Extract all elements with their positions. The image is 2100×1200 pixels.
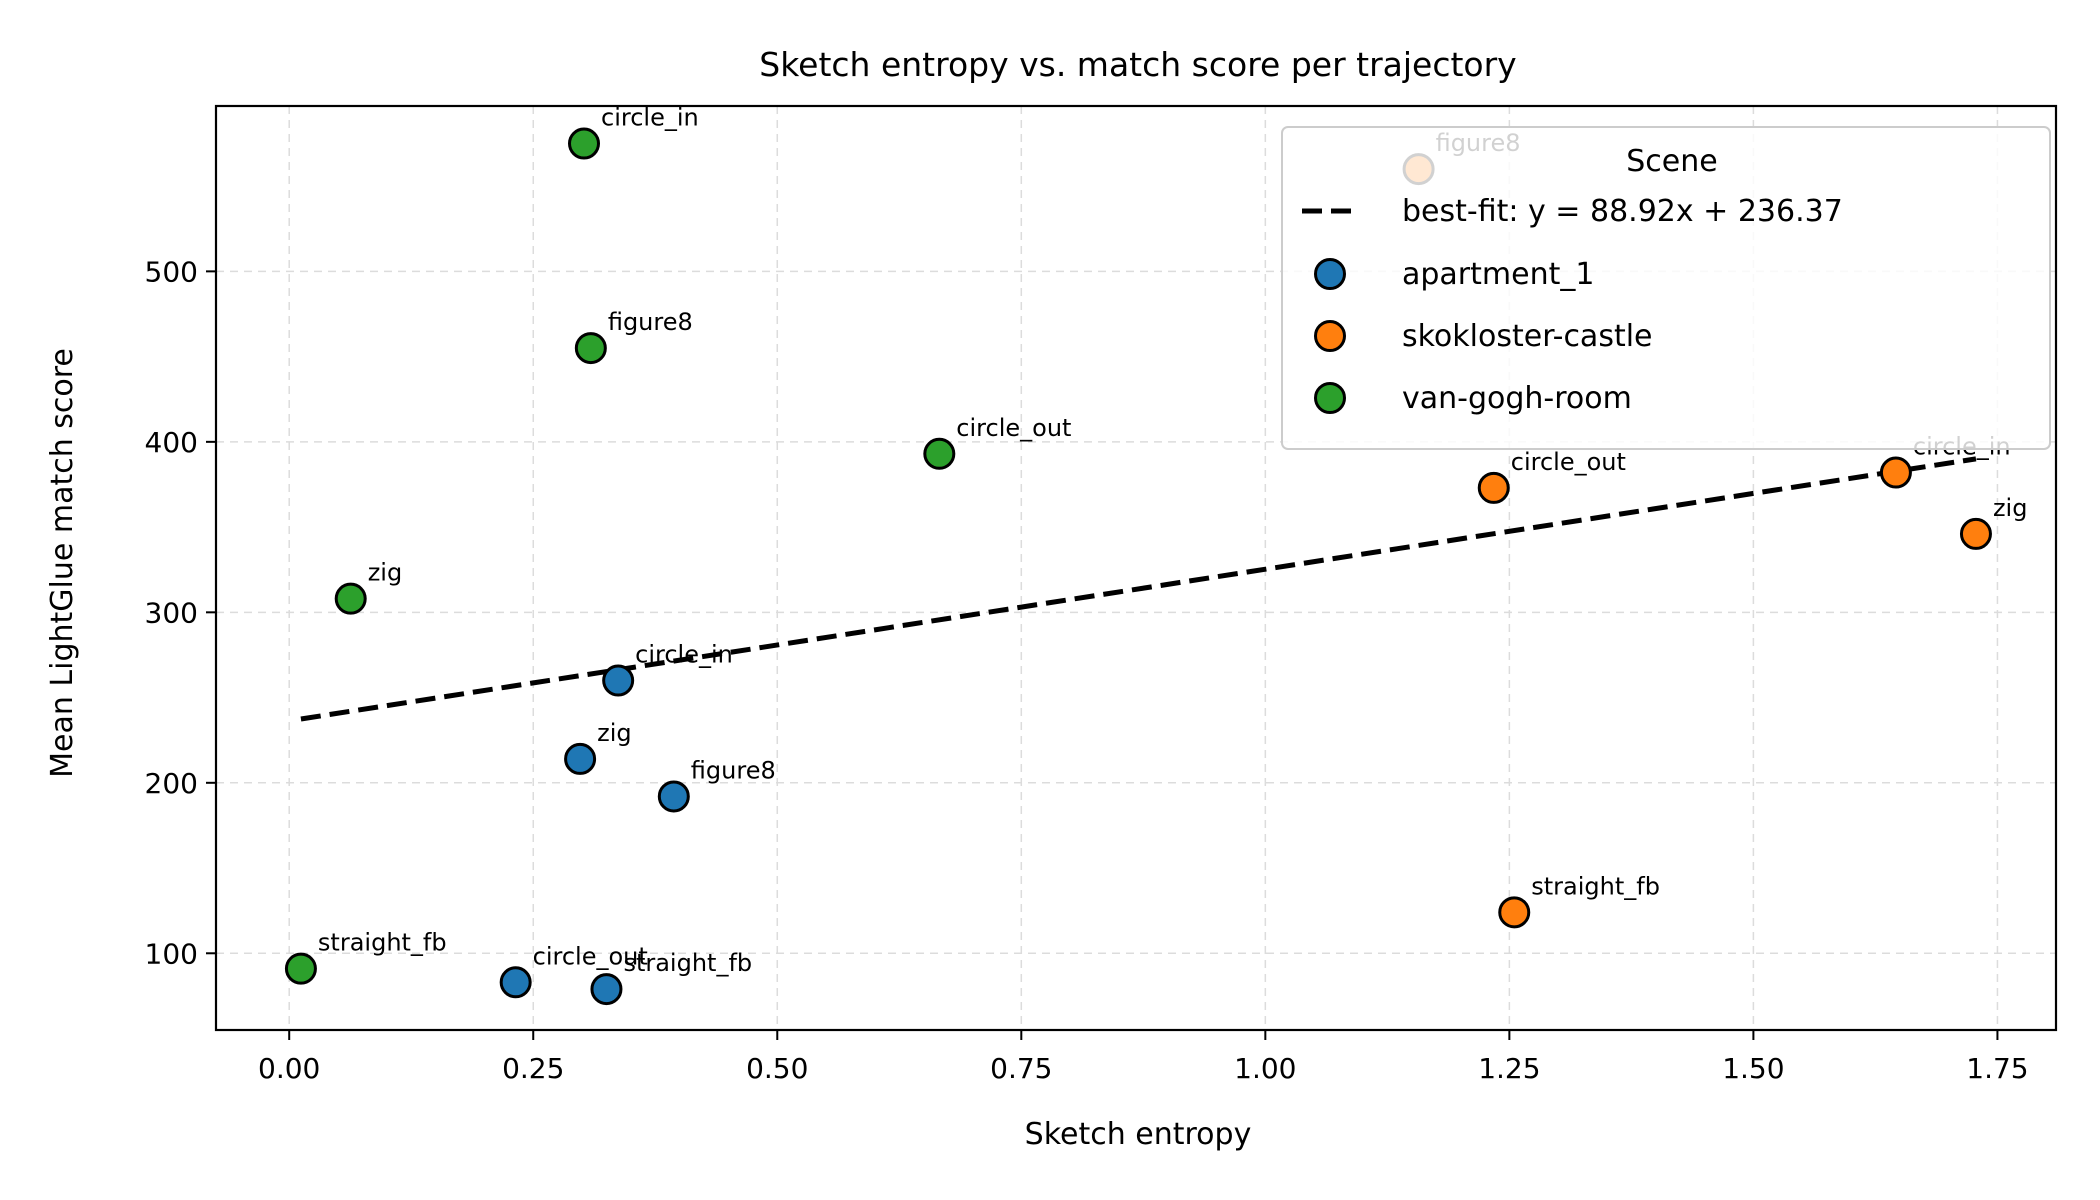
x-axis-label: Sketch entropy — [1025, 1117, 1252, 1152]
legend: Scene best-fit: y = 88.92x + 236.37 apartm… — [1281, 126, 2051, 450]
x-tick-label-1: 0.25 — [502, 1052, 564, 1085]
data-point-apartment_1-zig — [564, 742, 597, 775]
x-tick-label-7: 1.75 — [1966, 1052, 2028, 1085]
data-point-van-gogh-room-straight_fb — [284, 952, 317, 985]
legend-box — [1281, 126, 2051, 450]
point-label-apartment_1-straight_fb: straight_fb — [623, 949, 752, 977]
y-tick-label-3: 400 — [145, 426, 198, 459]
data-point-apartment_1-circle_out — [499, 966, 532, 999]
data-point-skokloster-castle-zig — [1959, 517, 1992, 550]
data-point-van-gogh-room-figure8 — [574, 332, 607, 365]
point-label-apartment_1-circle_out: circle_out — [533, 942, 648, 970]
point-label-skokloster-castle-zig: zig — [1993, 494, 2028, 522]
x-tick-label-4: 1.00 — [1234, 1052, 1296, 1085]
legend-swatch-skokloster-castle — [1314, 320, 1346, 352]
legend-swatch-van-gogh-room — [1314, 382, 1346, 414]
best-fit-line — [300, 456, 1977, 722]
data-point-van-gogh-room-zig — [334, 582, 367, 615]
y-tick-label-4: 500 — [145, 255, 198, 288]
point-label-van-gogh-room-circle_out: circle_out — [956, 414, 1071, 442]
x-tick-label-0: 0.00 — [258, 1052, 320, 1085]
point-label-apartment_1-circle_in: circle_in — [635, 641, 733, 669]
point-label-van-gogh-room-zig: zig — [368, 559, 403, 587]
y-tick-label-2: 300 — [145, 596, 198, 629]
x-tick-label-6: 1.50 — [1722, 1052, 1784, 1085]
x-tick-label-3: 0.75 — [990, 1052, 1052, 1085]
data-point-apartment_1-figure8 — [657, 780, 690, 813]
data-point-apartment_1-circle_in — [602, 664, 635, 697]
axes-layer: 0.00 0.25 0.50 0.75 1.00 1.25 1.50 1.75 100 200 30… — [145, 104, 2058, 1085]
chart-title: Sketch entropy vs. match score per traje… — [759, 45, 1516, 84]
data-point-skokloster-castle-circle_out — [1477, 471, 1510, 504]
point-label-van-gogh-room-straight_fb: straight_fb — [318, 929, 447, 957]
y-tick-label-0: 100 — [145, 937, 198, 970]
y-axis-label: Mean LightGlue match score — [45, 348, 80, 778]
point-label-skokloster-castle-circle_out: circle_out — [1511, 448, 1626, 476]
legend-label-van-gogh-room: van-gogh-room — [1402, 381, 1632, 416]
point-label-skokloster-castle-straight_fb: straight_fb — [1531, 872, 1660, 900]
data-point-skokloster-castle-circle_in — [1879, 456, 1912, 489]
best-fit-layer — [300, 456, 1977, 722]
data-point-van-gogh-room-circle_in — [568, 127, 600, 160]
x-tick-label-5: 1.25 — [1478, 1052, 1540, 1085]
legend-best-fit-label: best-fit: y = 88.92x + 236.37 — [1402, 194, 1843, 229]
data-point-van-gogh-room-circle_out — [923, 437, 956, 470]
legend-title: Scene — [1626, 144, 1717, 179]
y-tick-label-1: 200 — [145, 767, 198, 800]
legend-swatch-apartment_1 — [1314, 258, 1346, 290]
point-label-apartment_1-figure8: figure8 — [691, 756, 776, 784]
plot-frame — [214, 104, 2058, 1032]
legend-label-skokloster-castle: skokloster-castle — [1402, 319, 1653, 354]
data-point-apartment_1-straight_fb — [590, 973, 623, 1006]
data-point-skokloster-castle-straight_fb — [1498, 896, 1531, 929]
legend-label-apartment_1: apartment_1 — [1402, 257, 1594, 292]
x-tick-label-2: 0.50 — [746, 1052, 808, 1085]
point-label-van-gogh-room-circle_in: circle_in — [601, 104, 699, 132]
point-label-apartment_1-zig: zig — [597, 719, 632, 747]
point-label-van-gogh-room-figure8: figure8 — [608, 308, 693, 336]
